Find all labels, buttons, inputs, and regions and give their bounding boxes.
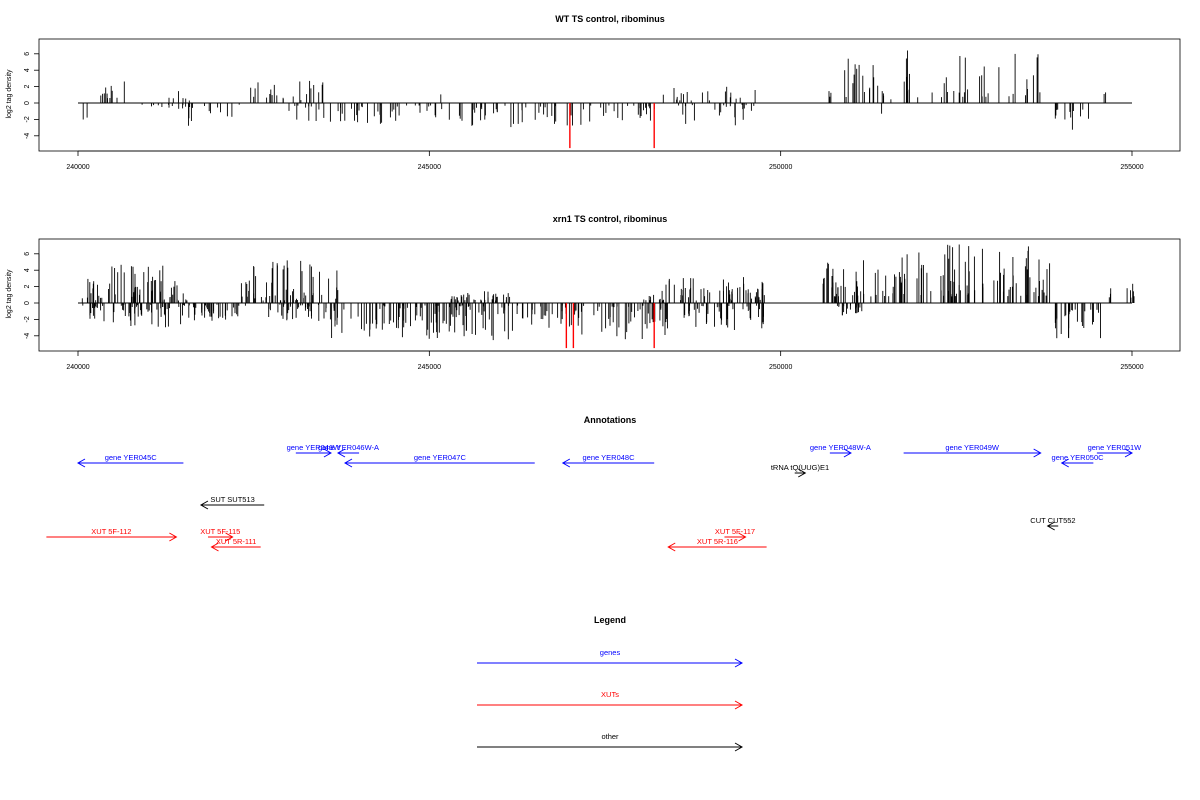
annotation-label: SUT SUT513 — [210, 495, 254, 504]
legend-arrow: XUTs — [477, 690, 744, 710]
x-tick-label: 240000 — [66, 364, 89, 371]
annotation-label: gene YER047C — [414, 453, 467, 462]
y-tick-label: -4 — [24, 133, 31, 139]
annotation-label: CUT CUT552 — [1030, 516, 1075, 525]
annotations-title: Annotations — [584, 415, 637, 425]
annotation-label: gene YER046W-A — [318, 443, 379, 452]
legend-arrow: genes — [477, 648, 744, 668]
panel-title: WT TS control, ribominus — [555, 14, 665, 24]
annotation-arrow: XUT 5R-111 — [210, 537, 261, 552]
annotation-label: XUT 5R-111 — [216, 537, 256, 546]
annotation-arrow: gene YER046W — [287, 443, 342, 458]
panel-title: xrn1 TS control, ribominus — [553, 214, 668, 224]
annotation-arrow: tRNA tQ(UUG)E1 — [771, 463, 829, 478]
plot-frame — [38, 38, 1181, 152]
legend-items: genes XUTs other — [477, 648, 744, 752]
annotation-label: gene YER048W-A — [810, 443, 871, 452]
legend: Legend genes XUTs other — [477, 615, 744, 752]
annotation-label: XUT 5R-116 — [697, 537, 738, 546]
annotation-arrow: gene YER048W-A — [810, 443, 871, 458]
y-tick-label: -2 — [24, 316, 31, 322]
y-axis-label: log2 tag density — [6, 269, 13, 319]
y-tick-label: 0 — [24, 101, 31, 105]
x-tick-label: 245000 — [418, 364, 441, 371]
annotation-arrow: gene YER049W — [903, 443, 1042, 458]
y-tick-label: 6 — [24, 252, 31, 256]
y-tick-label: 4 — [24, 268, 31, 272]
xrn1-density-panel: xrn1 TS control, ribominus log2 tag dens… — [6, 214, 1181, 371]
annotation-arrow: gene YER046W-A — [318, 443, 379, 458]
legend-label: XUTs — [601, 690, 619, 699]
annotation-arrow: XUT 5F-117 — [715, 527, 755, 542]
legend-label: genes — [600, 648, 621, 657]
annotation-label: gene YER046W — [287, 443, 342, 452]
y-tick-label: -4 — [24, 333, 31, 339]
annotation-label: gene YER045C — [105, 453, 158, 462]
y-axis: -4 -2 0 2 4 6 — [24, 252, 40, 339]
annotation-label: tRNA tQ(UUG)E1 — [771, 463, 829, 472]
y-tick-label: 2 — [24, 285, 31, 289]
annotation-arrow: gene YER050C — [1052, 453, 1105, 468]
legend-title: Legend — [594, 615, 626, 625]
x-tick-label: 250000 — [769, 364, 792, 371]
annotation-label: gene YER051W — [1088, 443, 1143, 452]
annotation-arrow: gene YER047C — [344, 453, 535, 468]
annotation-arrow: gene YER051W — [1088, 443, 1143, 458]
y-tick-label: 2 — [24, 85, 31, 89]
annotation-arrow: SUT SUT513 — [199, 495, 265, 510]
y-tick-label: 6 — [24, 52, 31, 56]
annotation-label: XUT 5F-117 — [715, 527, 755, 536]
x-axis: 240000 245000 250000 255000 — [66, 350, 1144, 371]
wt-density-panel: WT TS control, ribominus log2 tag densit… — [6, 14, 1181, 171]
x-tick-label: 255000 — [1120, 364, 1143, 371]
y-tick-label: 0 — [24, 301, 31, 305]
annotation-label: gene YER050C — [1052, 453, 1105, 462]
annotation-label: XUT 5F-115 — [200, 527, 240, 536]
x-tick-label: 240000 — [66, 164, 89, 171]
annotation-label: gene YER049W — [945, 443, 1000, 452]
bars-layer — [78, 244, 1135, 349]
x-tick-label: 245000 — [418, 164, 441, 171]
x-axis: 240000 245000 250000 255000 — [66, 150, 1144, 171]
y-axis: -4 -2 0 2 4 6 — [24, 52, 40, 139]
y-tick-label: 4 — [24, 68, 31, 72]
annotation-arrow: gene YER048C — [561, 453, 655, 468]
annotation-label: XUT 5F-112 — [91, 527, 131, 536]
y-tick-label: -2 — [24, 116, 31, 122]
x-tick-label: 250000 — [769, 164, 792, 171]
bars-layer — [78, 50, 1132, 149]
annotation-arrow: gene YER045C — [76, 453, 184, 468]
annotation-arrow: CUT CUT552 — [1030, 516, 1076, 531]
annotation-arrow: XUT 5F-115 — [200, 527, 240, 542]
x-tick-label: 255000 — [1120, 164, 1143, 171]
legend-arrow: other — [477, 732, 744, 752]
annotation-arrow: XUT 5R-116 — [667, 537, 767, 552]
annotation-arrow: XUT 5F-112 — [46, 527, 178, 542]
y-axis-label: log2 tag density — [6, 69, 13, 119]
legend-label: other — [601, 732, 619, 741]
annotation-label: gene YER048C — [583, 453, 636, 462]
